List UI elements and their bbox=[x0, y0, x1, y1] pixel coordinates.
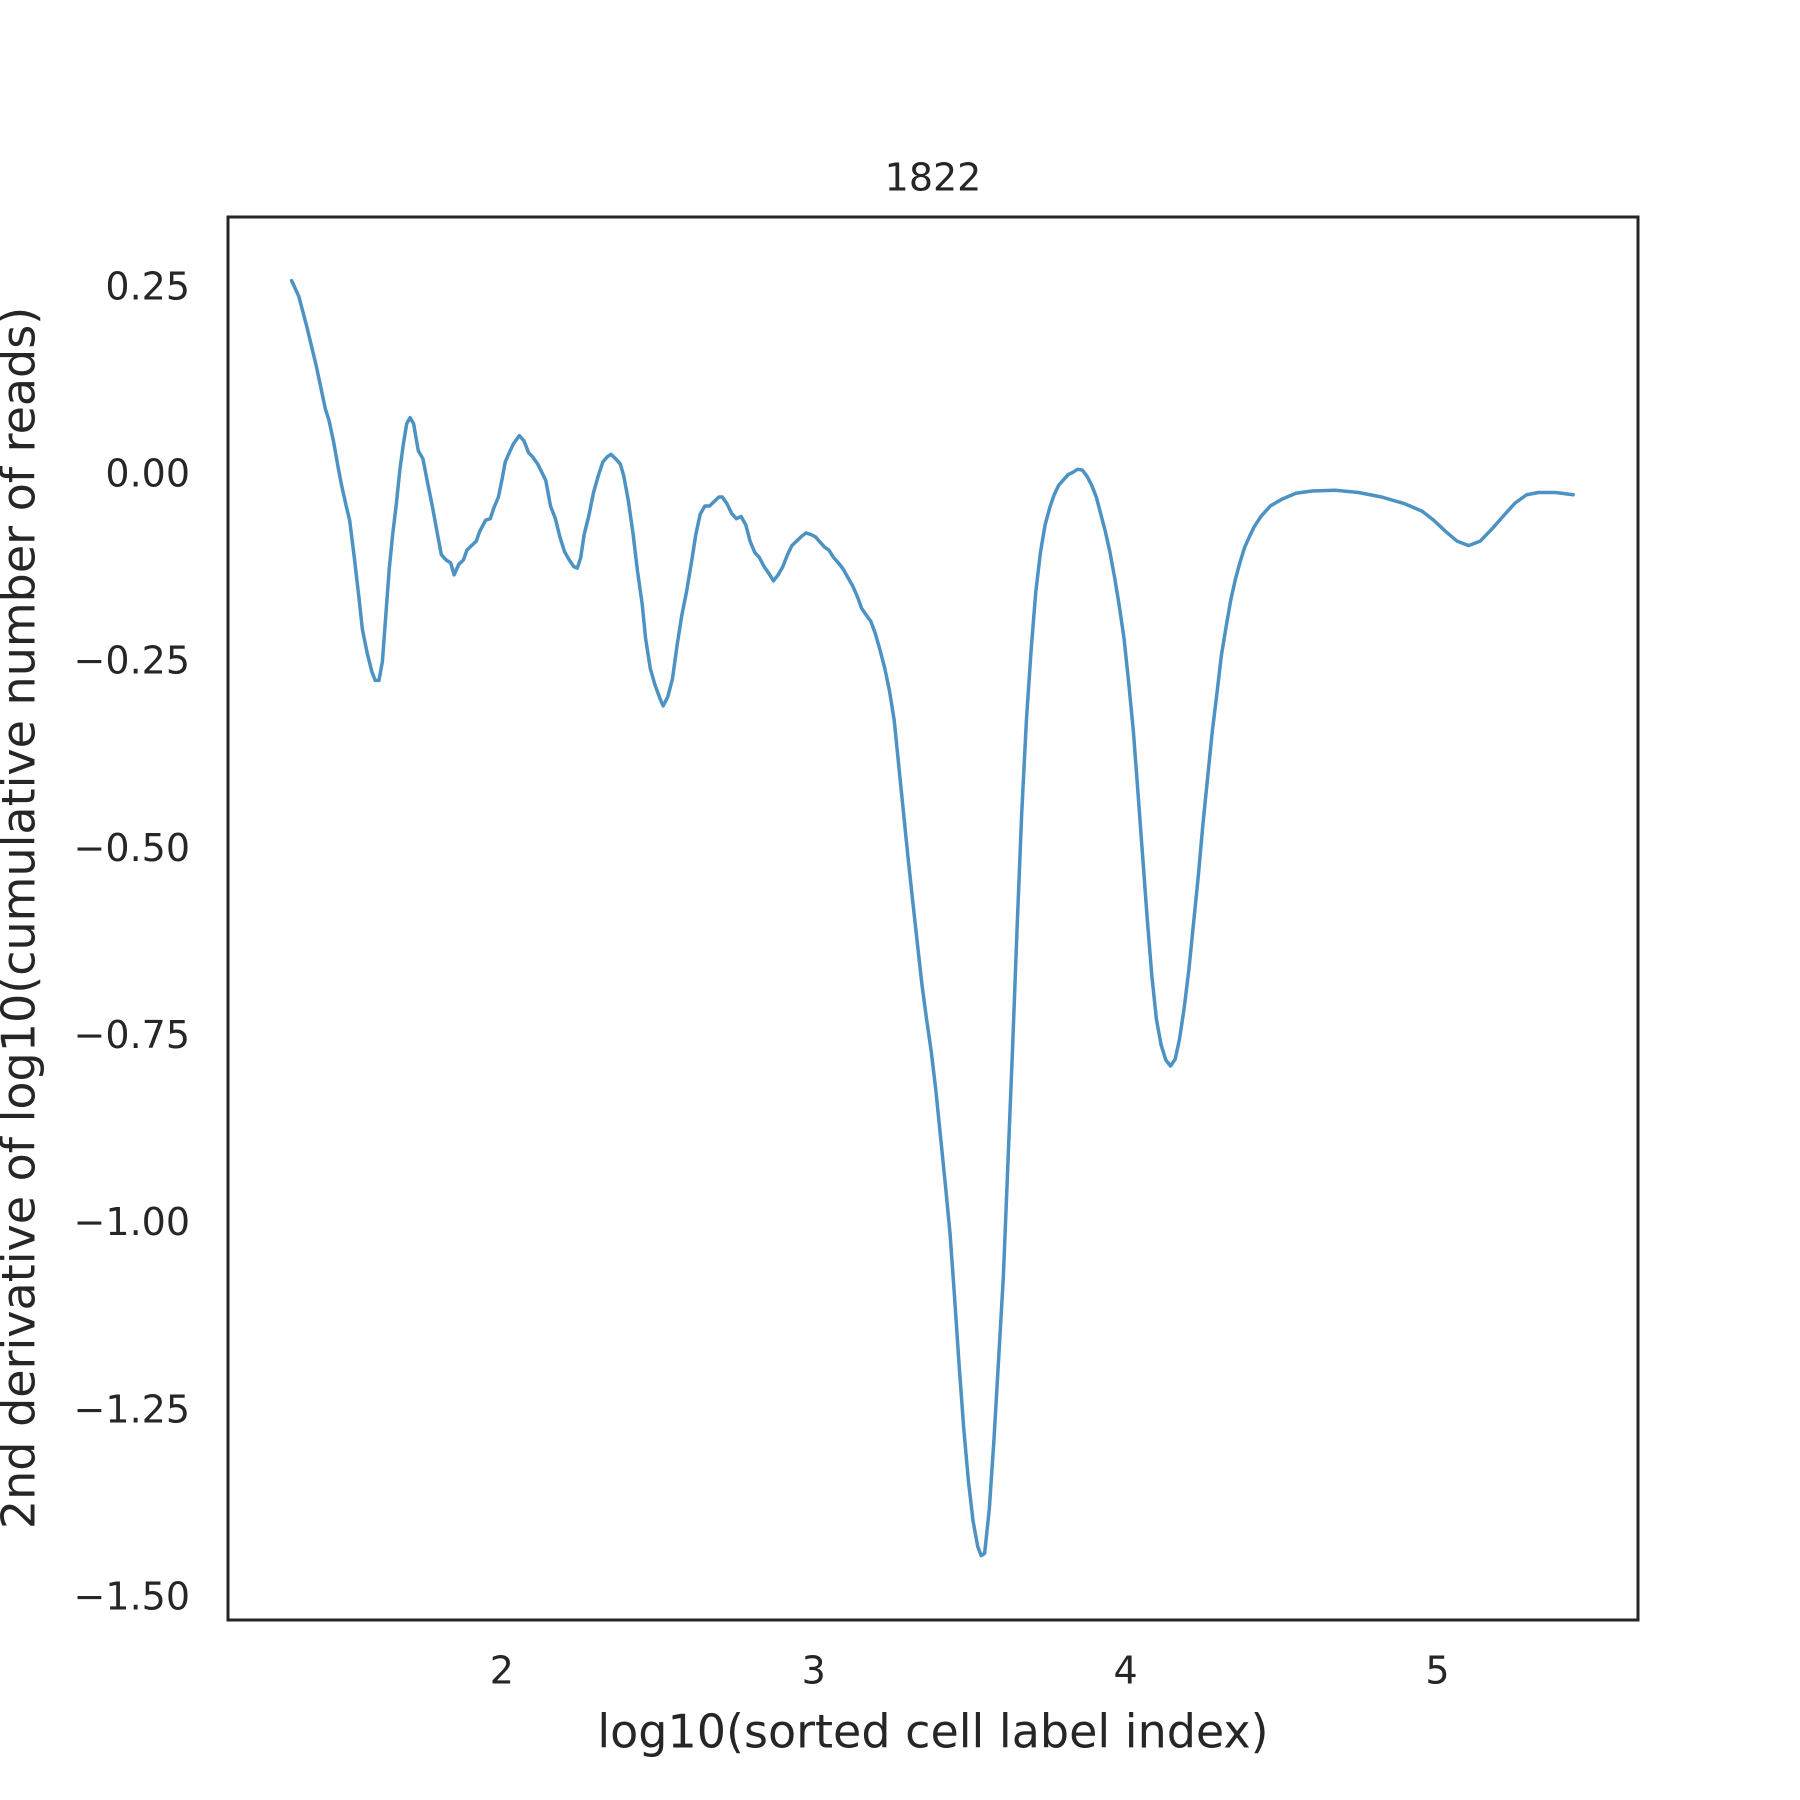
plot-frame bbox=[226, 215, 1640, 1622]
y-tick-label: −0.25 bbox=[74, 639, 190, 683]
x-tick-label: 4 bbox=[1113, 1649, 1137, 1693]
y-axis-label: 2nd derivative of log10(cumulative numbe… bbox=[0, 307, 46, 1529]
y-tick-label: 0.00 bbox=[105, 452, 190, 496]
y-tick-label: −0.50 bbox=[74, 826, 190, 870]
y-tick-label: −0.75 bbox=[74, 1013, 190, 1057]
y-tick-label: −1.50 bbox=[74, 1575, 190, 1619]
x-tick-label: 5 bbox=[1425, 1649, 1449, 1693]
y-tick-label: −1.25 bbox=[74, 1387, 190, 1431]
y-tick-label: −1.00 bbox=[74, 1200, 190, 1244]
x-tick-label: 3 bbox=[802, 1649, 826, 1693]
x-tick-label: 2 bbox=[490, 1649, 514, 1693]
data-line bbox=[289, 278, 1575, 1558]
chart-title: 1822 bbox=[885, 156, 982, 200]
x-axis-label: log10(sorted cell label index) bbox=[597, 1705, 1268, 1759]
y-tick-label: 0.25 bbox=[105, 264, 190, 308]
